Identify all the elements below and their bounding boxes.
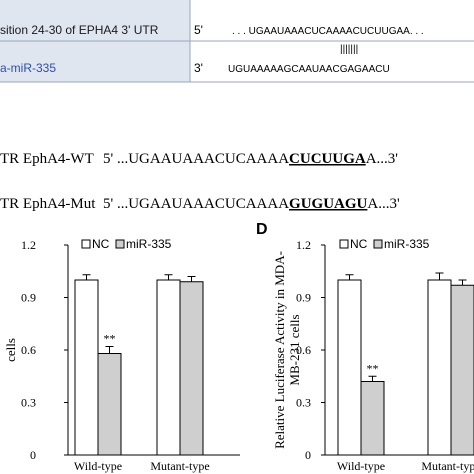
error-bar (164, 274, 173, 280)
construct-name: TR EphA4-WT (0, 151, 94, 167)
utr-end: 5' (194, 23, 203, 37)
significance: ** (367, 361, 379, 375)
bar (179, 281, 204, 456)
seq-suffix: A...3' (366, 151, 399, 167)
charts: cells 0 0.3 0.6 0.9 1.2 Wild-type Mutant-type NC… (3, 221, 474, 473)
legend-label: NC (350, 237, 368, 251)
x-tick-label: Mutant-type (421, 459, 474, 473)
x-tick-label: Wild-type (74, 459, 122, 473)
seq-site: CUCUUGA (289, 151, 366, 167)
legend-label: miR-335 (126, 237, 172, 251)
mir-label: a-miR-335 (0, 61, 56, 75)
error-bar (435, 272, 444, 280)
legend-swatch (115, 239, 125, 249)
bar (97, 353, 122, 456)
mir-seq: UGUAAAAAGCAAUAACGAGAACU (228, 64, 390, 75)
y-tick-label: 0.3 (21, 396, 36, 410)
legend-swatch (373, 239, 383, 249)
bar (74, 279, 99, 456)
y-tick-label: 0.6 (296, 343, 311, 357)
panel-label: D (256, 221, 268, 238)
y-tick-label: 0.6 (21, 343, 36, 357)
bar (337, 279, 362, 456)
x-tick-label: Wild-type (337, 459, 385, 473)
error-bar (187, 276, 196, 282)
legend-swatch (81, 239, 91, 249)
constructs: TR EphA4-WT 5' ...UGAAUAAACUCAAAACUCUUGAA… (0, 151, 400, 212)
y-tick-label: 1.2 (21, 238, 36, 252)
y-tick-label: 0.3 (296, 396, 311, 410)
legend-label: miR-335 (384, 237, 430, 251)
y-tick-label: 0 (30, 448, 36, 462)
utr-label: sition 24-30 of EPHA4 3' UTR (0, 23, 159, 37)
seq-prefix: 5' ...UGAAUAAACUCAAAA (103, 151, 289, 167)
seq-prefix: 5' ...UGAAUAAACUCAAAA (103, 196, 289, 212)
bar (450, 284, 474, 456)
bar (156, 279, 181, 456)
seq-suffix: A...3' (367, 196, 400, 212)
construct-name: TR EphA4-Mut (0, 196, 96, 212)
seq-site: GUGUAGU (289, 196, 368, 212)
y-tick-label: 0.9 (296, 291, 311, 305)
error-bar (82, 274, 91, 280)
y-tick-label: 0 (305, 448, 311, 462)
x-tick-label: Mutant-type (150, 459, 209, 473)
error-bar (345, 274, 354, 280)
y-axis-title: cells (3, 338, 18, 362)
legend-swatch (339, 239, 349, 249)
pairing: ||||||| (340, 44, 358, 55)
y-axis-title: Relative Luciferase Activity in MDA- (272, 251, 287, 449)
construct-seq: 5' ...UGAAUAAACUCAAAACUCUUGAA...3' (103, 151, 398, 167)
bar (427, 279, 452, 456)
mir-end: 3' (194, 61, 203, 75)
construct-seq: 5' ...UGAAUAAACUCAAAAGUGUAGUA...3' (103, 196, 400, 212)
error-bar (458, 279, 467, 286)
y-tick-label: 1.2 (296, 238, 311, 252)
utr-seq: . . . UGAAUAAACUCAAAACUCUUGAA. . . (232, 26, 424, 37)
significance: ** (104, 332, 116, 346)
error-bar (368, 375, 377, 382)
error-bar (105, 346, 114, 354)
bar (360, 381, 385, 456)
y-axis-title: MB-231 cells (287, 314, 302, 385)
y-tick-label: 0.9 (21, 291, 36, 305)
legend-label: NC (92, 237, 110, 251)
